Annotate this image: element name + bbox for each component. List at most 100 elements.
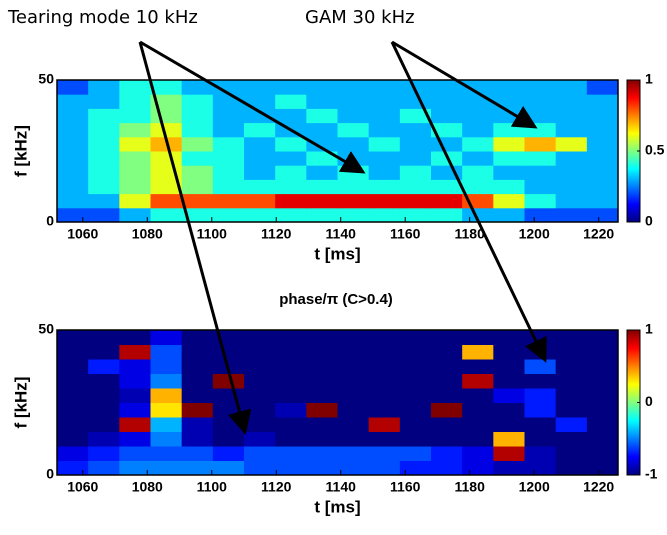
heatmap-cell xyxy=(212,388,245,403)
heatmap-cell xyxy=(524,136,557,152)
heatmap-cell xyxy=(244,136,276,152)
heatmap-cell xyxy=(57,151,89,166)
heatmap-cell xyxy=(586,108,619,124)
heatmap-cell xyxy=(431,179,463,195)
heatmap-cell xyxy=(181,122,214,138)
heatmap-cell xyxy=(586,151,619,166)
heatmap-cell xyxy=(493,165,525,180)
heatmap-cell xyxy=(212,373,245,389)
heatmap-cell xyxy=(368,165,401,180)
heatmap-cell xyxy=(524,402,557,418)
heatmap-cell xyxy=(337,193,370,209)
heatmap-cell xyxy=(493,80,525,95)
heatmap-cell xyxy=(431,122,463,138)
heatmap-cell xyxy=(555,193,588,209)
heatmap-cell xyxy=(306,207,338,223)
heatmap-cell xyxy=(57,94,89,109)
heatmap-cell xyxy=(337,417,370,432)
heatmap-cell xyxy=(524,460,557,476)
heatmap-cell xyxy=(119,431,151,447)
heatmap-cell xyxy=(244,80,276,95)
heatmap-cell xyxy=(212,460,245,476)
heatmap-cell xyxy=(57,207,89,223)
heatmap-cell xyxy=(244,207,276,223)
heatmap-cell xyxy=(368,330,401,345)
heatmap-cell xyxy=(524,193,557,209)
heatmap-cell xyxy=(119,94,151,109)
heatmap-cell xyxy=(555,359,588,374)
heatmap-cell xyxy=(462,431,494,447)
heatmap-cell xyxy=(88,193,120,209)
heatmap-cell xyxy=(88,431,120,447)
heatmap-cell xyxy=(493,179,525,195)
heatmap-cell xyxy=(524,151,557,166)
heatmap-cell xyxy=(306,193,338,209)
heatmap-cell xyxy=(462,417,494,432)
heatmap-cell xyxy=(399,165,432,180)
heatmap-cell xyxy=(275,108,307,124)
heatmap-cell xyxy=(119,330,151,345)
heatmap-cell xyxy=(88,446,120,461)
heatmap-cell xyxy=(244,460,276,476)
heatmap-cell xyxy=(337,446,370,461)
heatmap-cell xyxy=(462,151,494,166)
heatmap-cell xyxy=(244,373,276,389)
heatmap-cell xyxy=(431,193,463,209)
heatmap-cell xyxy=(368,402,401,418)
heatmap-cell xyxy=(431,388,463,403)
heatmap-cell xyxy=(275,80,307,95)
heatmap-cell xyxy=(57,402,89,418)
heatmap-cell xyxy=(57,122,89,138)
x-tick-label: 1080 xyxy=(132,479,163,495)
heatmap-cell xyxy=(555,179,588,195)
heatmap-cell xyxy=(181,431,214,447)
x-tick-label: 1100 xyxy=(197,479,228,495)
heatmap-cell xyxy=(493,373,525,389)
heatmap-cell xyxy=(275,388,307,403)
heatmap-cell xyxy=(524,373,557,389)
heatmap-cell xyxy=(555,207,588,223)
heatmap-cell xyxy=(150,330,183,345)
heatmap-cell xyxy=(306,373,338,389)
heatmap-cell xyxy=(368,207,401,223)
heatmap-cell xyxy=(306,136,338,152)
heatmap-cell xyxy=(119,460,151,476)
heatmap-cell xyxy=(275,417,307,432)
heatmap-cell xyxy=(88,122,120,138)
heatmap-cell xyxy=(212,179,245,195)
heatmap-cell xyxy=(88,136,120,152)
heatmap-cell xyxy=(244,94,276,109)
heatmap-cell xyxy=(555,94,588,109)
heatmap-cell xyxy=(88,108,120,124)
heatmap-cell xyxy=(306,460,338,476)
heatmap-cell xyxy=(368,431,401,447)
heatmap-cell xyxy=(275,193,307,209)
heatmap-cell xyxy=(337,122,370,138)
heatmap-cell xyxy=(524,417,557,432)
heatmap-cell xyxy=(275,359,307,374)
heatmap-cell xyxy=(306,122,338,138)
x-tick-label: 1200 xyxy=(519,226,550,242)
heatmap-cell xyxy=(212,165,245,180)
x-tick-label: 1160 xyxy=(390,226,421,242)
heatmap-cell xyxy=(368,80,401,95)
heatmap-cell xyxy=(244,165,276,180)
heatmap-cell xyxy=(462,165,494,180)
heatmap-cell xyxy=(555,165,588,180)
heatmap-cell xyxy=(368,151,401,166)
heatmap-cell xyxy=(493,388,525,403)
x-axis-label: t [ms] xyxy=(314,497,360,516)
heatmap-cell xyxy=(119,165,151,180)
heatmap-cell xyxy=(119,388,151,403)
colorbar-tick-label: 0.5 xyxy=(645,142,665,158)
heatmap-cell xyxy=(212,446,245,461)
heatmap-cell xyxy=(244,446,276,461)
heatmap-cell xyxy=(57,417,89,432)
heatmap-cell xyxy=(275,94,307,109)
heatmap-cell xyxy=(88,330,120,345)
arrows xyxy=(138,40,547,435)
heatmap-cell xyxy=(399,80,432,95)
heatmap-cell xyxy=(337,94,370,109)
heatmap-cell xyxy=(555,108,588,124)
